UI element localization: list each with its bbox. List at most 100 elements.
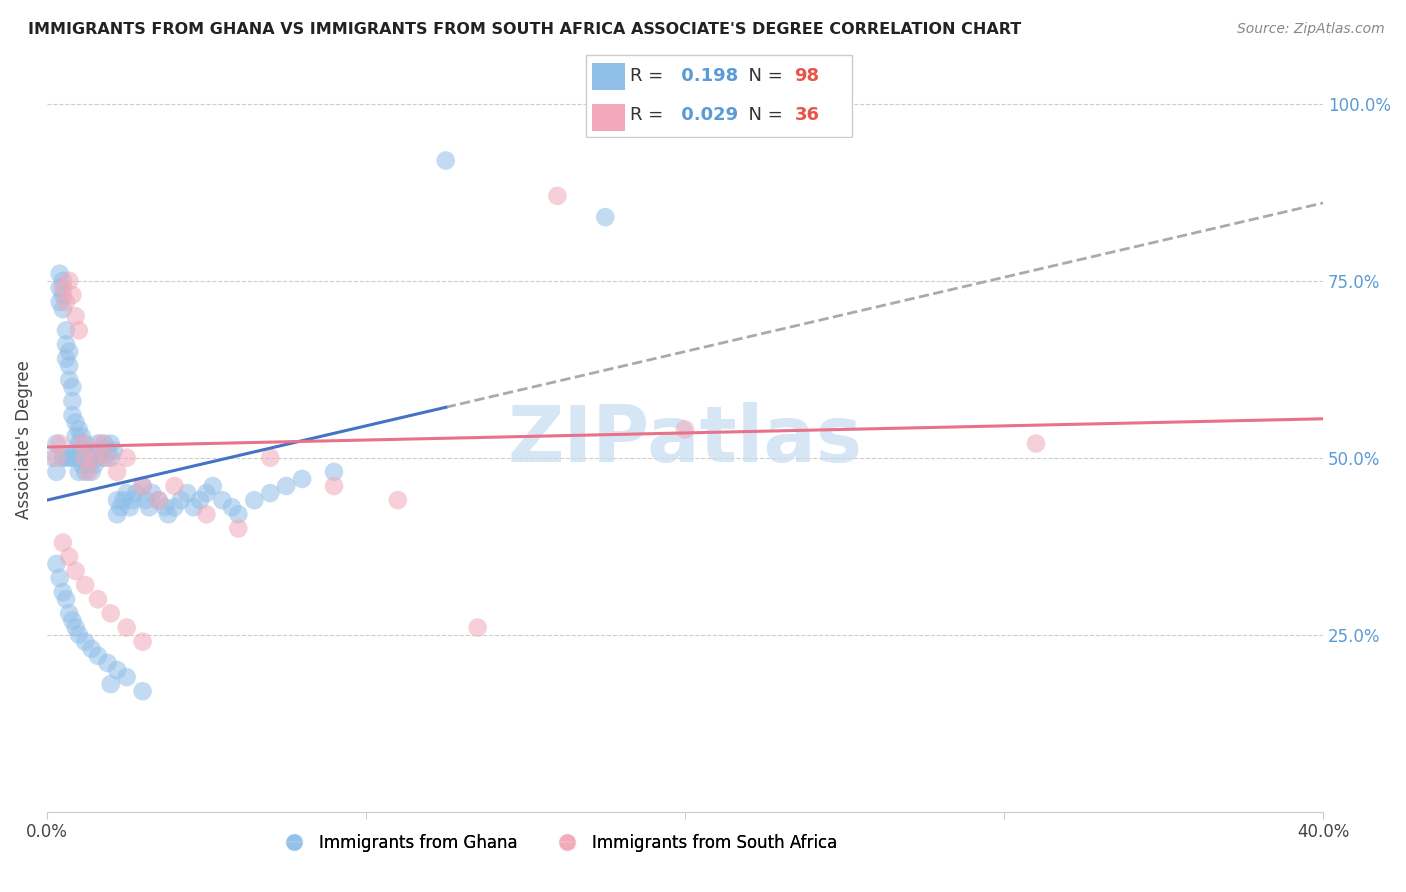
- Point: [80, 465, 103, 479]
- Point: [138, 500, 160, 515]
- FancyBboxPatch shape: [586, 55, 852, 136]
- Point: [148, 493, 170, 508]
- Point: [100, 677, 122, 691]
- Point: [387, 493, 409, 508]
- Point: [259, 486, 281, 500]
- Text: N =: N =: [737, 106, 789, 124]
- Point: [673, 422, 696, 436]
- Point: [80, 641, 103, 656]
- Point: [259, 450, 281, 465]
- Point: [195, 508, 218, 522]
- Point: [48, 436, 70, 450]
- Point: [48, 267, 70, 281]
- Text: IMMIGRANTS FROM GHANA VS IMMIGRANTS FROM SOUTH AFRICA ASSOCIATE'S DEGREE CORRELA: IMMIGRANTS FROM GHANA VS IMMIGRANTS FROM…: [28, 22, 1021, 37]
- Point: [55, 450, 77, 465]
- FancyBboxPatch shape: [592, 62, 624, 90]
- Point: [243, 493, 266, 508]
- Point: [75, 634, 97, 648]
- Point: [67, 323, 90, 337]
- Point: [75, 450, 97, 465]
- Point: [75, 436, 97, 450]
- Point: [323, 479, 346, 493]
- Point: [75, 578, 97, 592]
- Point: [188, 493, 211, 508]
- Point: [55, 592, 77, 607]
- Text: ZIPatlas: ZIPatlas: [508, 402, 862, 478]
- Point: [115, 670, 138, 684]
- Point: [105, 465, 128, 479]
- Point: [83, 443, 105, 458]
- Point: [87, 450, 110, 465]
- Point: [434, 153, 457, 168]
- Point: [122, 493, 145, 508]
- Point: [221, 500, 243, 515]
- Point: [90, 443, 112, 458]
- Point: [112, 493, 135, 508]
- Point: [62, 394, 84, 409]
- Point: [103, 443, 125, 458]
- Point: [105, 663, 128, 677]
- Point: [201, 479, 224, 493]
- Point: [163, 479, 186, 493]
- Point: [70, 443, 93, 458]
- Point: [96, 656, 118, 670]
- Point: [67, 436, 90, 450]
- Point: [65, 621, 87, 635]
- Point: [55, 337, 77, 351]
- Point: [115, 621, 138, 635]
- Point: [65, 429, 87, 443]
- Point: [70, 429, 93, 443]
- Point: [45, 557, 67, 571]
- Y-axis label: Associate's Degree: Associate's Degree: [15, 360, 32, 519]
- Point: [65, 564, 87, 578]
- Point: [48, 571, 70, 585]
- Point: [45, 450, 67, 465]
- Legend: Immigrants from Ghana, Immigrants from South Africa: Immigrants from Ghana, Immigrants from S…: [270, 828, 845, 859]
- Point: [65, 309, 87, 323]
- Point: [58, 549, 80, 564]
- Point: [83, 458, 105, 472]
- Point: [87, 592, 110, 607]
- Point: [62, 614, 84, 628]
- Point: [65, 443, 87, 458]
- Point: [115, 450, 138, 465]
- Text: 0.029: 0.029: [675, 106, 738, 124]
- Point: [87, 648, 110, 663]
- Point: [62, 288, 84, 302]
- Point: [55, 351, 77, 366]
- Text: 36: 36: [794, 106, 820, 124]
- Point: [115, 486, 138, 500]
- Point: [276, 479, 298, 493]
- Point: [67, 450, 90, 465]
- Point: [58, 373, 80, 387]
- Point: [118, 500, 141, 515]
- Point: [67, 422, 90, 436]
- Text: 0.198: 0.198: [675, 68, 738, 86]
- Point: [125, 486, 148, 500]
- Point: [52, 535, 75, 549]
- Text: N =: N =: [737, 68, 789, 86]
- Point: [96, 450, 118, 465]
- Point: [153, 500, 176, 515]
- Point: [467, 621, 489, 635]
- Point: [62, 450, 84, 465]
- Point: [110, 500, 132, 515]
- Point: [546, 189, 568, 203]
- Point: [170, 493, 193, 508]
- Point: [100, 436, 122, 450]
- Text: R =: R =: [630, 106, 669, 124]
- Point: [52, 288, 75, 302]
- Point: [163, 500, 186, 515]
- Point: [45, 436, 67, 450]
- Point: [83, 450, 105, 465]
- Point: [48, 295, 70, 310]
- Point: [131, 684, 153, 698]
- Point: [77, 443, 100, 458]
- Point: [52, 281, 75, 295]
- Point: [176, 486, 198, 500]
- Point: [135, 493, 157, 508]
- Point: [58, 344, 80, 359]
- Point: [131, 634, 153, 648]
- Point: [67, 465, 90, 479]
- Point: [67, 627, 90, 641]
